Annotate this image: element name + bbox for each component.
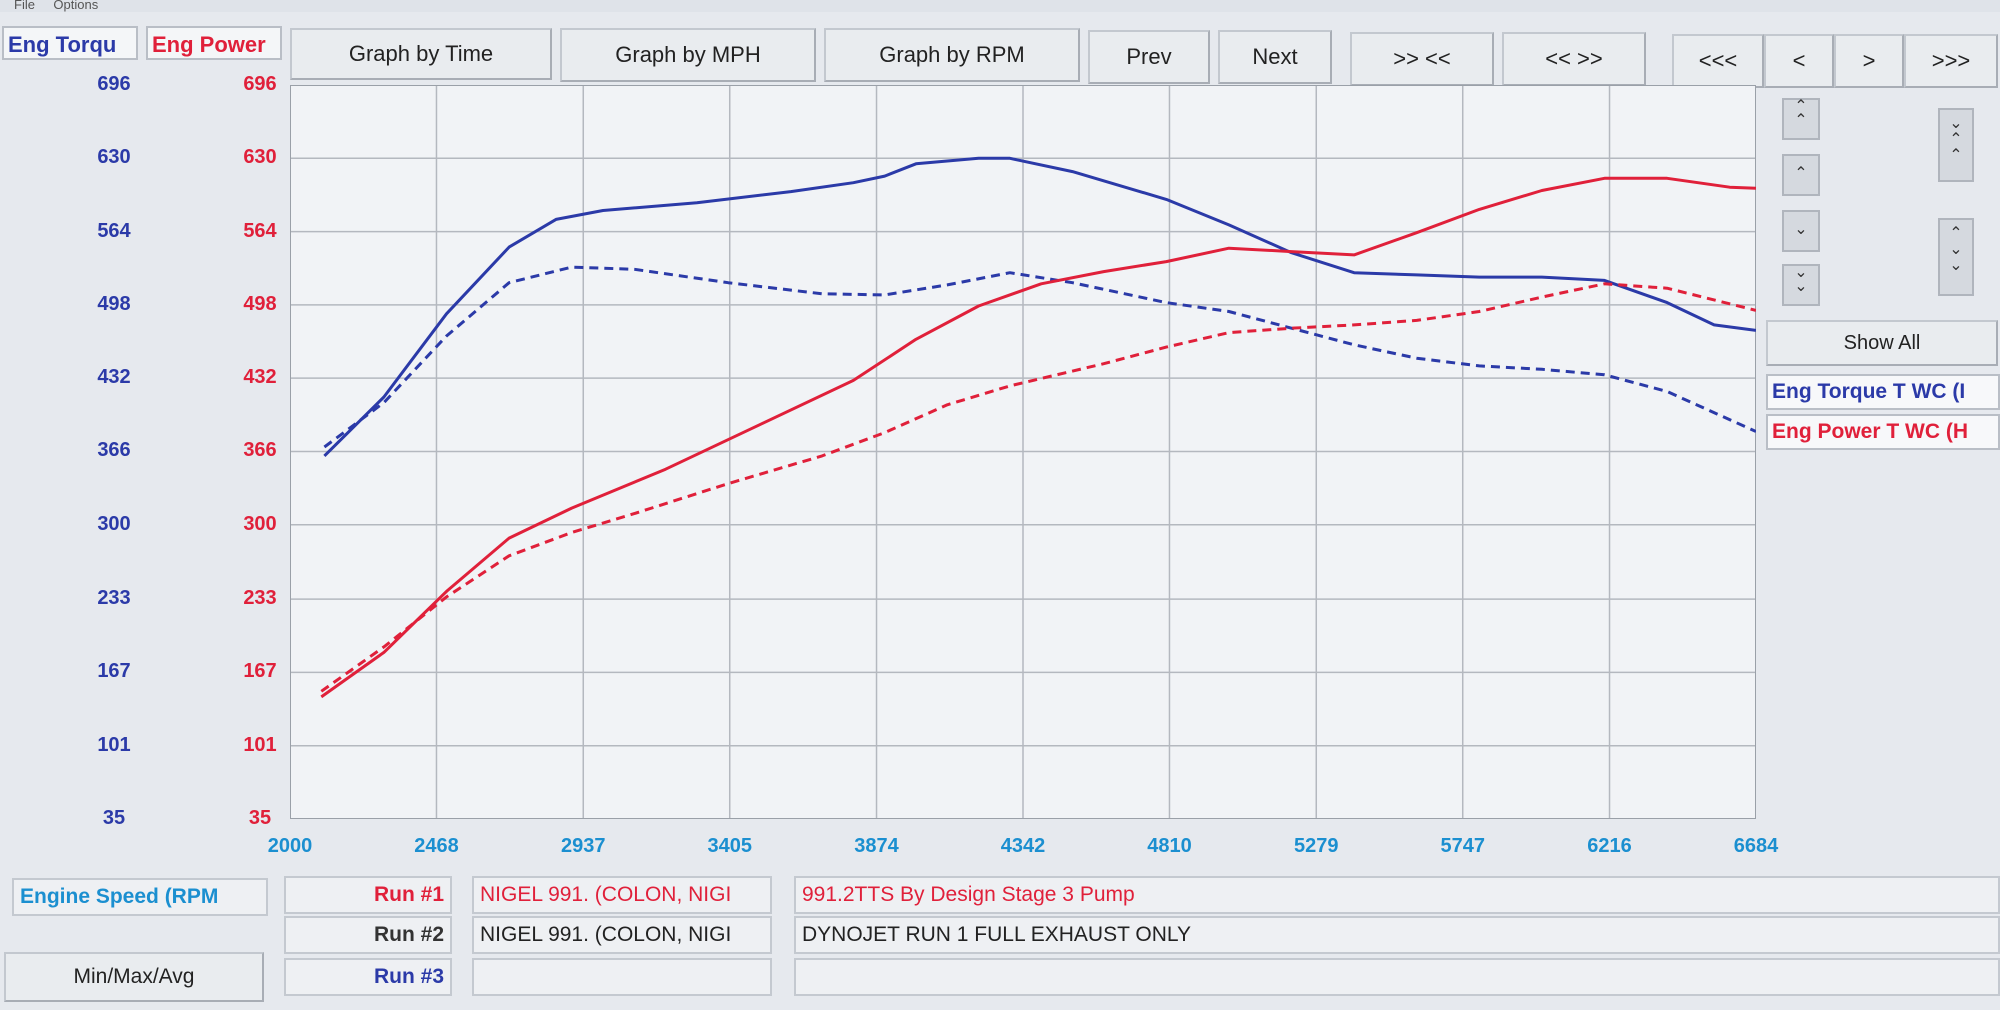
scale-down-fast-button[interactable]: ⌄ ⌄: [1782, 264, 1820, 306]
y-tick-label-power: 498: [243, 292, 277, 315]
run-1-name[interactable]: NIGEL 991. (COLON, NIGI: [472, 876, 772, 914]
x-tick-label: 2937: [561, 835, 606, 857]
series-line-1: [323, 156, 1756, 457]
graph-by-mph-button[interactable]: Graph by MPH: [560, 28, 816, 82]
y-tick-label-power: 101: [243, 733, 277, 756]
y-tick-label-torque: 366: [97, 439, 131, 462]
pan-down-button[interactable]: ⌃ ⌄ ⌄: [1938, 218, 1974, 296]
y-tick-label-power: 300: [243, 512, 277, 535]
y-tick-label-power: 233: [243, 587, 277, 610]
prev-button[interactable]: Prev: [1088, 30, 1210, 84]
legend-power[interactable]: Eng Power T WC (H: [1766, 414, 2000, 450]
y-tick-label-torque: 432: [97, 366, 131, 389]
run-1-label: Run #1: [284, 876, 452, 914]
graph-by-time-button[interactable]: Graph by Time: [290, 28, 552, 80]
dyno-chart: [290, 85, 1756, 819]
menu-options[interactable]: Options: [53, 0, 99, 12]
legend-torque[interactable]: Eng Torque T WC (I: [1766, 374, 2000, 410]
x-tick-label: 4342: [1000, 835, 1046, 857]
scroll-right-button[interactable]: >: [1834, 34, 1904, 88]
power-axis-header[interactable]: Eng Power: [146, 26, 282, 60]
pan-up-button[interactable]: ⌄ ⌃ ⌃: [1938, 108, 1974, 182]
scale-up-fast-button[interactable]: ⌃ ⌃: [1782, 98, 1820, 140]
x-tick-label: 3405: [707, 835, 752, 857]
torque-axis-header[interactable]: Eng Torqu: [2, 26, 138, 60]
run-3-note[interactable]: [794, 958, 2000, 996]
y-tick-label-power: 630: [243, 146, 277, 169]
y-tick-label-torque: 564: [97, 219, 131, 242]
menu-bar: File Options: [0, 0, 2000, 12]
menu-file[interactable]: File: [14, 0, 35, 12]
zoom-in-button[interactable]: >> <<: [1350, 32, 1494, 86]
x-tick-label: 5279: [1294, 835, 1339, 857]
x-tick-label: 4810: [1147, 835, 1192, 857]
y-tick-label-torque: 630: [97, 146, 131, 169]
x-tick-label: 6216: [1587, 835, 1632, 857]
scale-up-button[interactable]: ⌃: [1782, 154, 1820, 196]
y-tick-label-torque: 498: [97, 292, 131, 315]
run-2-name[interactable]: NIGEL 991. (COLON, NIGI: [472, 916, 772, 954]
x-axis-selector[interactable]: Engine Speed (RPM: [12, 878, 268, 916]
x-tick-label: 6684: [1733, 835, 1779, 857]
graph-by-rpm-button[interactable]: Graph by RPM: [824, 28, 1080, 82]
series-line-2: [323, 265, 1756, 449]
y-tick-label-power: 35: [248, 807, 272, 829]
y-tick-label-torque: 167: [97, 660, 131, 683]
run-1-note[interactable]: 991.2TTS By Design Stage 3 Pump: [794, 876, 2000, 914]
y-tick-label-power: 366: [243, 439, 277, 462]
y-tick-label-torque: 696: [97, 73, 131, 95]
y-tick-label-power: 167: [243, 660, 277, 683]
x-tick-label: 2468: [414, 835, 459, 857]
x-tick-label: 3874: [854, 835, 899, 857]
x-tick-label: 5747: [1440, 835, 1485, 857]
scroll-left-button[interactable]: <: [1764, 34, 1834, 88]
x-tick-label: 2000: [267, 835, 313, 857]
show-all-button[interactable]: Show All: [1766, 320, 1998, 366]
run-2-note[interactable]: DYNOJET RUN 1 FULL EXHAUST ONLY: [794, 916, 2000, 954]
scroll-far-left-button[interactable]: <<<: [1672, 34, 1764, 88]
next-button[interactable]: Next: [1218, 30, 1332, 84]
y-tick-label-torque: 35: [102, 807, 126, 829]
run-3-name[interactable]: [472, 958, 772, 996]
series-line-3: [320, 176, 1756, 699]
y-tick-label-torque: 233: [97, 587, 131, 610]
y-tick-label-power: 432: [243, 366, 277, 389]
y-tick-label-power: 696: [243, 73, 277, 95]
run-3-label: Run #3: [284, 958, 452, 996]
zoom-out-button[interactable]: << >>: [1502, 32, 1646, 86]
y-tick-label-torque: 300: [97, 512, 131, 535]
scale-down-button[interactable]: ⌄: [1782, 210, 1820, 252]
scroll-far-right-button[interactable]: >>>: [1904, 34, 1998, 88]
y-tick-label-power: 564: [243, 219, 277, 242]
min-max-avg-button[interactable]: Min/Max/Avg: [4, 952, 264, 1002]
run-2-label: Run #2: [284, 916, 452, 954]
y-tick-label-torque: 101: [97, 733, 131, 756]
